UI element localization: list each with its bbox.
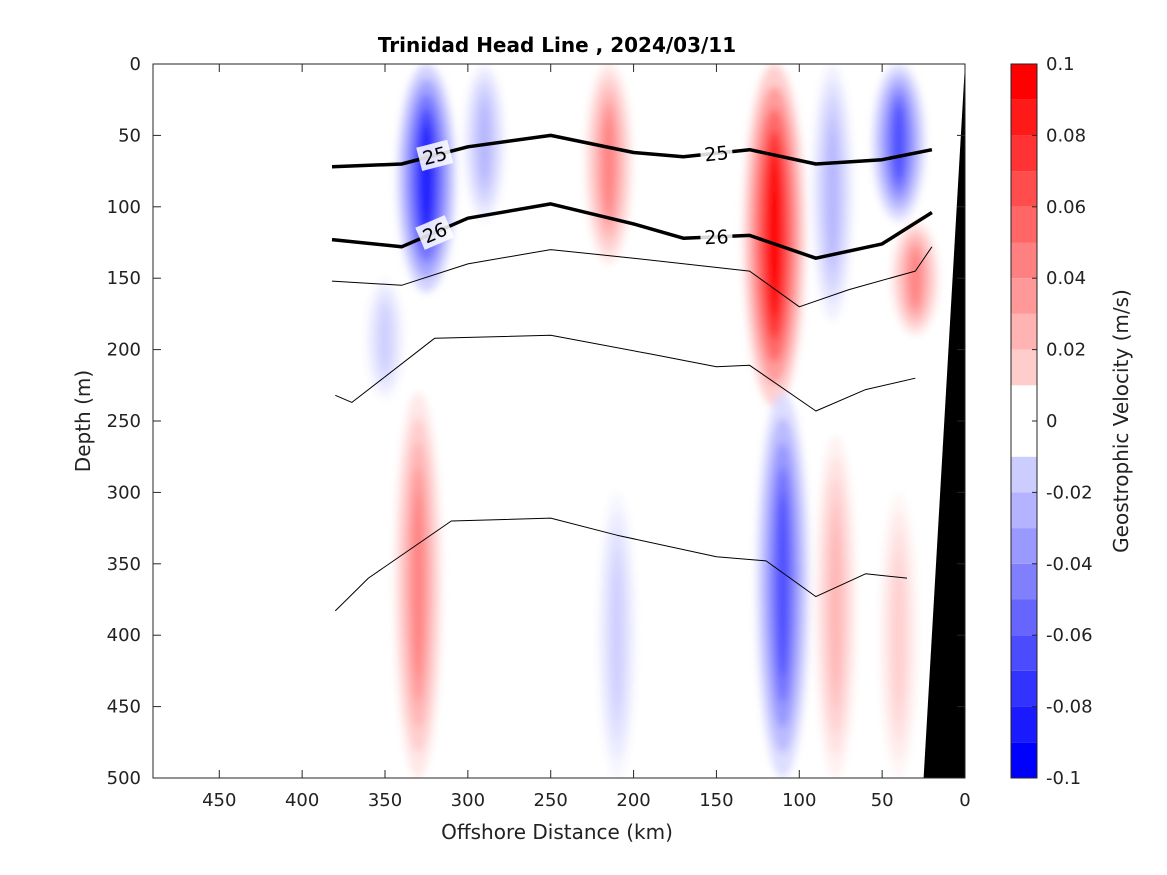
colorbar-tick-label: 0 — [1046, 411, 1057, 432]
velocity-feature-1-level-4 — [480, 104, 489, 181]
colorbar-band — [1011, 456, 1037, 493]
velocity-feature-12-level-4 — [894, 566, 903, 704]
bathymetry-layer — [923, 64, 965, 778]
colorbar-tick-label: -0.04 — [1046, 554, 1093, 575]
colorbar-band — [1011, 599, 1037, 636]
x-tick-label: 300 — [451, 790, 485, 811]
y-tick-label: 500 — [107, 768, 141, 789]
x-tick-label: 400 — [285, 790, 319, 811]
density-contour-4 — [334, 517, 908, 612]
y-tick-label: 300 — [107, 482, 141, 503]
velocity-feature-3-level-4 — [603, 115, 614, 212]
seafloor-shape — [923, 64, 965, 778]
velocity-feature-9-level-4 — [613, 566, 621, 704]
x-tick-label: 50 — [871, 790, 894, 811]
colorbar-tick-label: 0.06 — [1046, 197, 1086, 218]
colorbar-band — [1011, 313, 1037, 350]
colorbar-band — [1011, 563, 1037, 600]
density-contour-3 — [335, 334, 916, 412]
velocity-feature-5-level-4 — [828, 130, 837, 255]
contour-label-bg-0-1 — [699, 139, 734, 167]
colorbar-band — [1011, 64, 1037, 100]
colorbar-band — [1011, 242, 1037, 279]
y-tick-label: 400 — [107, 625, 141, 646]
colorbar-tick-label: -0.1 — [1046, 768, 1081, 789]
colorbar-tick-label: -0.08 — [1046, 697, 1093, 718]
y-tick-label: 450 — [107, 697, 141, 718]
colorbar-band — [1011, 99, 1037, 136]
y-tick-label: 100 — [107, 197, 141, 218]
y-axis-title: Depth (m) — [71, 370, 95, 472]
colorbar-band — [1011, 670, 1037, 707]
colorbar-band — [1011, 206, 1037, 243]
contour-label-bg-1-0 — [415, 215, 455, 250]
colorbar-band — [1011, 635, 1037, 671]
velocity-feature-2-level-4 — [381, 309, 389, 369]
x-tick-label: 200 — [616, 790, 650, 811]
y-axis: 0 50 100 150 200 250 300 350 400 450 500 — [107, 54, 965, 789]
y-tick-label: 150 — [107, 268, 141, 289]
chart-title: Trinidad Head Line , 2024/03/11 — [378, 33, 736, 57]
colorbar-band — [1011, 171, 1037, 207]
x-tick-label: 150 — [699, 790, 733, 811]
colorbar-band — [1011, 528, 1037, 564]
colorbar-tick-label: -0.02 — [1046, 482, 1093, 503]
colorbar-tick-label: 0.04 — [1046, 268, 1086, 289]
velocity-feature-0-level-4 — [420, 123, 433, 234]
colorbar-tick-label: -0.06 — [1046, 625, 1093, 646]
y-tick-label: 50 — [118, 125, 141, 146]
contour-label-1-1: 26 — [704, 226, 729, 249]
density-contour-2 — [331, 246, 933, 308]
contour-label-bg-0-0 — [416, 139, 454, 172]
colorbar-band — [1011, 706, 1037, 743]
y-tick-label: 250 — [107, 411, 141, 432]
y-tick-label: 350 — [107, 554, 141, 575]
velocity-feature-10-level-4 — [777, 492, 789, 678]
colorbar: 0.1 0.08 0.06 0.04 0.02 0 -0.02 -0.04 -0.06 -0.08… — [1010, 54, 1093, 789]
colorbar-title: Geostrophic Velocity (m/s) — [1109, 289, 1133, 553]
x-tick-label: 350 — [368, 790, 402, 811]
x-axis-title: Offshore Distance (km) — [441, 820, 673, 844]
colorbar-tick-label: 0.1 — [1046, 54, 1075, 75]
velocity-feature-4-level-4 — [768, 153, 781, 318]
contour-label-0-1: 25 — [703, 142, 729, 166]
x-axis: 450 400 350 300 250 200 150 100 50 0 — [202, 64, 971, 811]
contour-label-bg-1-1 — [699, 224, 733, 250]
velocity-feature-11-level-4 — [831, 524, 840, 689]
x-tick-label: 450 — [202, 790, 236, 811]
velocity-feature-8-level-4 — [413, 492, 423, 678]
y-tick-label: 0 — [130, 54, 141, 75]
colorbar-band — [1011, 742, 1037, 778]
x-tick-label: 250 — [534, 790, 568, 811]
colorbar-tick-label: 0.08 — [1046, 125, 1086, 146]
colorbar-band — [1011, 492, 1037, 529]
y-tick-label: 200 — [107, 340, 141, 361]
colorbar-band — [1011, 135, 1037, 172]
x-tick-label: 100 — [782, 790, 816, 811]
velocity-field — [365, 64, 940, 778]
x-tick-label: 0 — [959, 790, 970, 811]
colorbar-band — [1011, 278, 1037, 314]
velocity-feature-7-level-4 — [910, 250, 921, 306]
colorbar-band — [1011, 349, 1037, 386]
colorbar-tick-label: 0.02 — [1046, 340, 1086, 361]
velocity-feature-6-level-4 — [893, 104, 905, 181]
